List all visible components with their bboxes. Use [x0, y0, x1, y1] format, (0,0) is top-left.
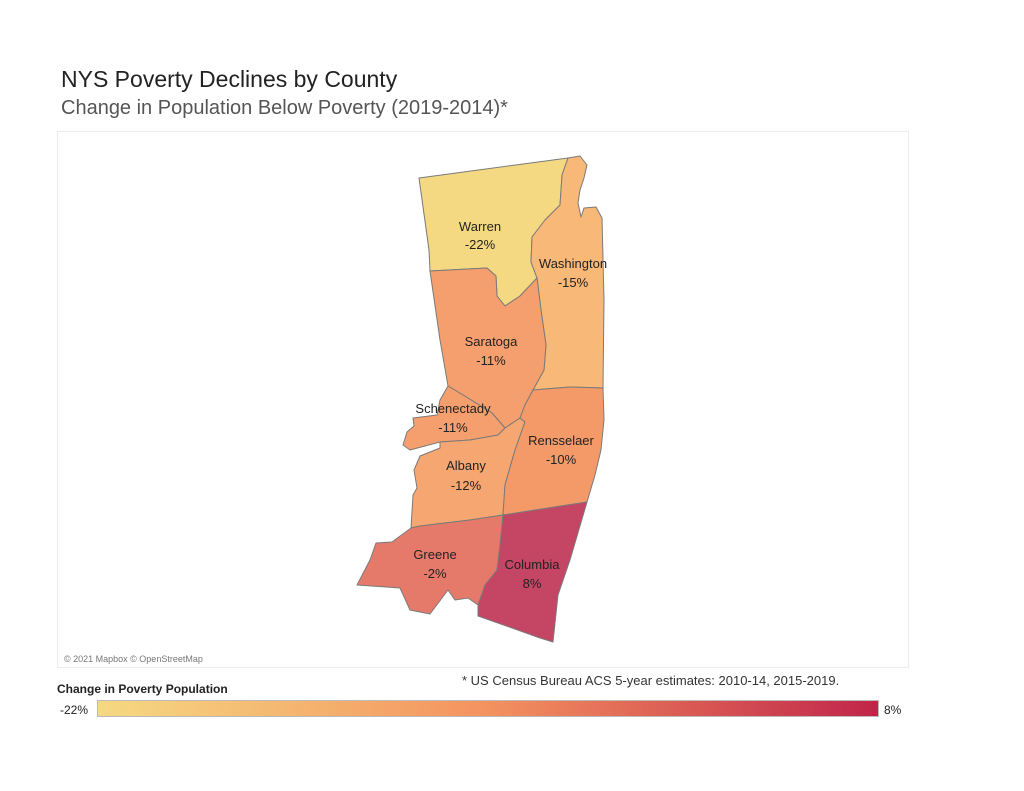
legend-title: Change in Poverty Population [57, 682, 228, 696]
county-schenectady[interactable] [402, 385, 506, 451]
label-rensselaer-name: Rensselaer [528, 433, 594, 448]
label-columbia-value: 8% [523, 576, 542, 591]
label-schenectady-name: Schenectady [415, 401, 491, 416]
county-columbia[interactable] [477, 501, 588, 643]
label-columbia-name: Columbia [505, 557, 561, 572]
footnote: * US Census Bureau ACS 5-year estimates:… [462, 673, 840, 688]
label-albany-name: Albany [446, 458, 486, 473]
label-warren-name: Warren [459, 219, 501, 234]
label-warren-value: -22% [465, 237, 496, 252]
label-albany-value: -12% [451, 478, 482, 493]
chart-subtitle: Change in Population Below Poverty (2019… [61, 97, 508, 119]
chart-title: NYS Poverty Declines by County [61, 66, 398, 92]
label-schenectady-value: -11% [438, 420, 468, 435]
label-greene-name: Greene [413, 547, 456, 562]
county-labels: Warren -22% Washington -15% Saratoga -11… [413, 219, 607, 591]
label-rensselaer-value: -10% [546, 452, 577, 467]
legend-color-ramp [97, 700, 879, 717]
label-saratoga-value: -11% [476, 353, 506, 368]
label-washington-value: -15% [558, 275, 589, 290]
label-washington-name: Washington [539, 256, 607, 271]
legend-max-label: 8% [884, 703, 902, 717]
label-greene-value: -2% [423, 566, 447, 581]
map-attribution[interactable]: © 2021 Mapbox © OpenStreetMap [64, 654, 203, 664]
legend-min-label: -22% [60, 703, 89, 717]
label-saratoga-name: Saratoga [465, 334, 519, 349]
